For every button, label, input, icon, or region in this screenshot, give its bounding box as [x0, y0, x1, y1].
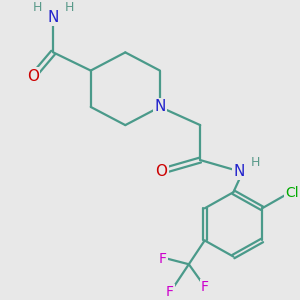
Text: H: H — [250, 156, 260, 170]
Text: H: H — [33, 1, 42, 14]
Text: N: N — [233, 164, 245, 179]
Text: F: F — [159, 252, 167, 266]
Text: F: F — [166, 285, 174, 299]
Text: N: N — [48, 10, 59, 25]
Text: H: H — [64, 1, 74, 14]
Text: F: F — [201, 280, 209, 294]
Text: Cl: Cl — [286, 186, 299, 200]
Text: O: O — [155, 164, 167, 179]
Text: N: N — [154, 99, 166, 114]
Text: O: O — [27, 69, 39, 84]
